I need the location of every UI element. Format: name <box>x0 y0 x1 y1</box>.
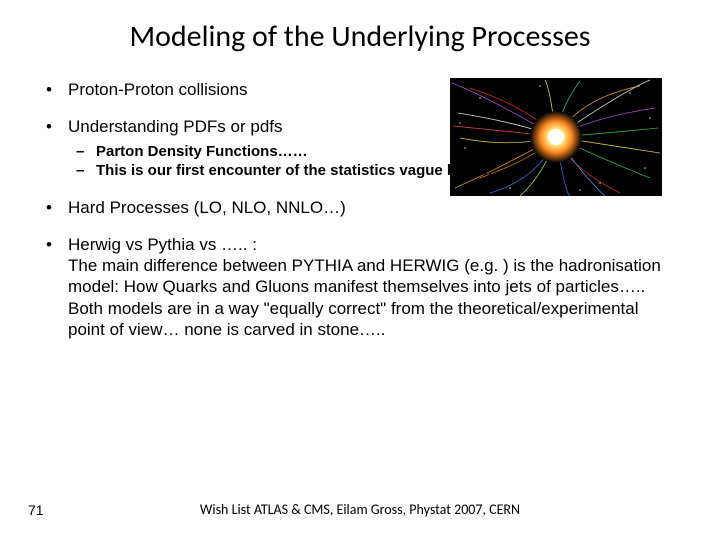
slide-footer: Wish List ATLAS & CMS, Eilam Gross, Phys… <box>0 501 720 518</box>
slide-title: Modeling of the Underlying Processes <box>0 0 720 63</box>
bullet-herwig-pythia: Herwig vs Pythia vs ….. : The main diffe… <box>40 234 680 340</box>
subbullet-statistics-vague: This is our first encounter of the stati… <box>68 161 680 181</box>
bullet-hard-processes: Hard Processes (LO, NLO, NNLO…) <box>40 197 680 218</box>
slide-body: Proton-Proton collisions Understanding P… <box>0 79 720 340</box>
bullet-pdfs-text: Understanding PDFs or pdfs <box>68 117 283 136</box>
bullet-proton-collisions: Proton-Proton collisions <box>40 79 680 100</box>
bullet-pdfs: Understanding PDFs or pdfs Parton Densit… <box>40 116 680 180</box>
subbullet-parton-density: Parton Density Functions…… <box>68 142 680 162</box>
